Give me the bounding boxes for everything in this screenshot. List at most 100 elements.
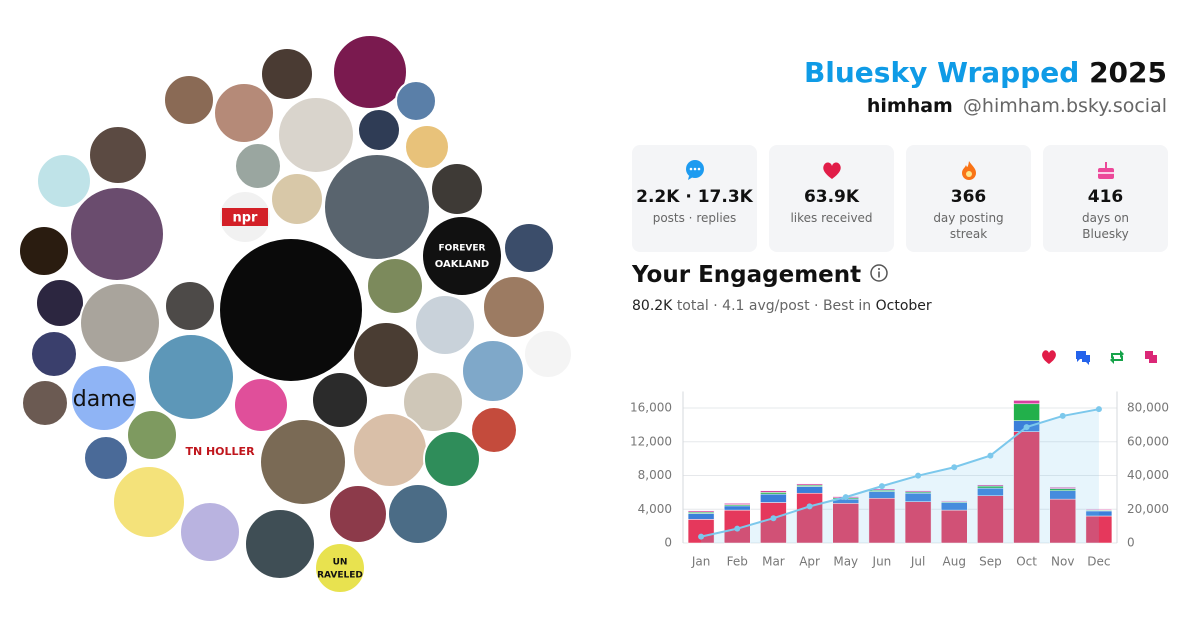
stat-label: days on Bluesky: [1081, 211, 1130, 241]
icon: [822, 162, 841, 179]
icon: [1097, 162, 1114, 179]
line-point: [806, 503, 813, 510]
bar-segment: [1013, 431, 1040, 544]
avatar: [366, 257, 424, 315]
avatar: [277, 96, 355, 174]
avatar: [314, 542, 366, 594]
line-point: [951, 464, 958, 471]
stat-value: 2.2K · 17.3K: [636, 187, 753, 207]
y-tick-label: 16,000: [630, 401, 672, 415]
avatar: [270, 172, 324, 226]
x-tick-label: Nov: [1051, 555, 1074, 569]
bar-segment: [1085, 509, 1113, 511]
bar-segment: [1049, 487, 1076, 489]
avatar: [244, 508, 316, 580]
info-icon[interactable]: [869, 263, 889, 283]
bar-segment: [1013, 400, 1040, 405]
line-point: [1023, 424, 1030, 431]
line: [700, 408, 1100, 538]
line-point: [915, 472, 922, 479]
section-title-text: Your Engagement: [632, 262, 862, 288]
bar-segment: [687, 513, 715, 520]
line-point: [734, 525, 741, 532]
avatar: [164, 280, 216, 332]
legend-icon[interactable]: [1110, 350, 1124, 364]
avatar: [404, 124, 450, 170]
avatar: [260, 47, 314, 101]
bar-segment: [1085, 515, 1113, 544]
bar-segment: [760, 490, 787, 493]
engagement-chart: 0 4,000 8,000 12,000 16,000 0 20,000 40,000 60,0…: [630, 350, 1169, 569]
x-tick-label: Oct: [1016, 555, 1037, 569]
avatar: [234, 142, 282, 190]
legend-icon[interactable]: [1042, 350, 1056, 364]
total: 80.2K: [632, 298, 673, 314]
bar-segment: [904, 490, 932, 493]
avatar: [70, 364, 138, 432]
avatar: [423, 430, 481, 488]
avatar: [182, 420, 258, 496]
avatar-label: UN: [333, 558, 348, 568]
line-point: [1095, 406, 1102, 413]
line-area: [701, 409, 1099, 543]
avatar: [323, 153, 431, 261]
stat-card: 63.9K likes received: [769, 145, 894, 252]
y-tick-label: 8,000: [638, 468, 672, 482]
line-point: [878, 483, 885, 490]
x-tick-label: Dec: [1087, 555, 1110, 569]
avatar: [482, 275, 546, 339]
legend-icon[interactable]: [1076, 351, 1090, 365]
x-tick-label: Jul: [910, 555, 925, 569]
y-tick-label: 4,000: [638, 502, 672, 516]
line-point: [1059, 412, 1066, 419]
avatar: [387, 483, 449, 545]
avatar: [357, 108, 401, 152]
title: Bluesky Wrapped 2025: [804, 56, 1167, 89]
title-text: Bluesky Wrapped: [803, 56, 1080, 89]
avatar: [69, 186, 165, 282]
avatar-label: TN HOLLER: [185, 445, 255, 458]
stat-value: 416: [1087, 187, 1124, 207]
avatar: [145, 129, 227, 211]
legend-icon[interactable]: [1145, 351, 1157, 363]
best-month: October: [875, 298, 932, 314]
avatar: [523, 329, 573, 379]
user: himham @himham.bsky.social: [867, 95, 1167, 117]
year: 2025: [1089, 56, 1167, 89]
avatar-label: npr: [233, 211, 259, 226]
avatar: [470, 406, 518, 454]
avatar: [112, 465, 186, 539]
y-tick-label: 20,000: [1127, 502, 1169, 516]
icon: [961, 161, 976, 180]
avatar-label: RAVELED: [317, 571, 363, 581]
avatar: [163, 74, 215, 126]
y-tick-label: 0: [664, 536, 672, 550]
avatar: [461, 339, 525, 403]
avatar: [164, 215, 224, 275]
line-point: [770, 515, 777, 522]
y-tick-label: 0: [1127, 536, 1135, 550]
x-tick-label: Aug: [943, 555, 966, 569]
bar-segment: [1013, 403, 1040, 421]
bar-segment: [977, 495, 1004, 544]
icon: [685, 160, 704, 180]
bar-segment: [832, 503, 859, 544]
avatar: [83, 435, 129, 481]
bar-segment: [687, 510, 715, 513]
avatar-label: OAKLAND: [435, 259, 490, 270]
avatar: [218, 237, 364, 383]
line-point: [842, 494, 849, 501]
avatar: [35, 278, 85, 328]
bar-segment: [724, 505, 751, 511]
bar-segment: [796, 483, 823, 486]
user-name: himham: [866, 95, 953, 117]
x-tick-label: Apr: [799, 555, 820, 569]
avatar: [395, 80, 437, 122]
bar-segment: [796, 492, 823, 544]
x-tick-label: Mar: [762, 555, 785, 569]
avatar-cluster: npr FOREVER OAKLAND dame TN HOLLER UN RAVELED: [18, 34, 573, 594]
bar-segment: [904, 501, 932, 544]
x-tick-label: Feb: [727, 555, 748, 569]
bar-segment: [796, 486, 823, 494]
